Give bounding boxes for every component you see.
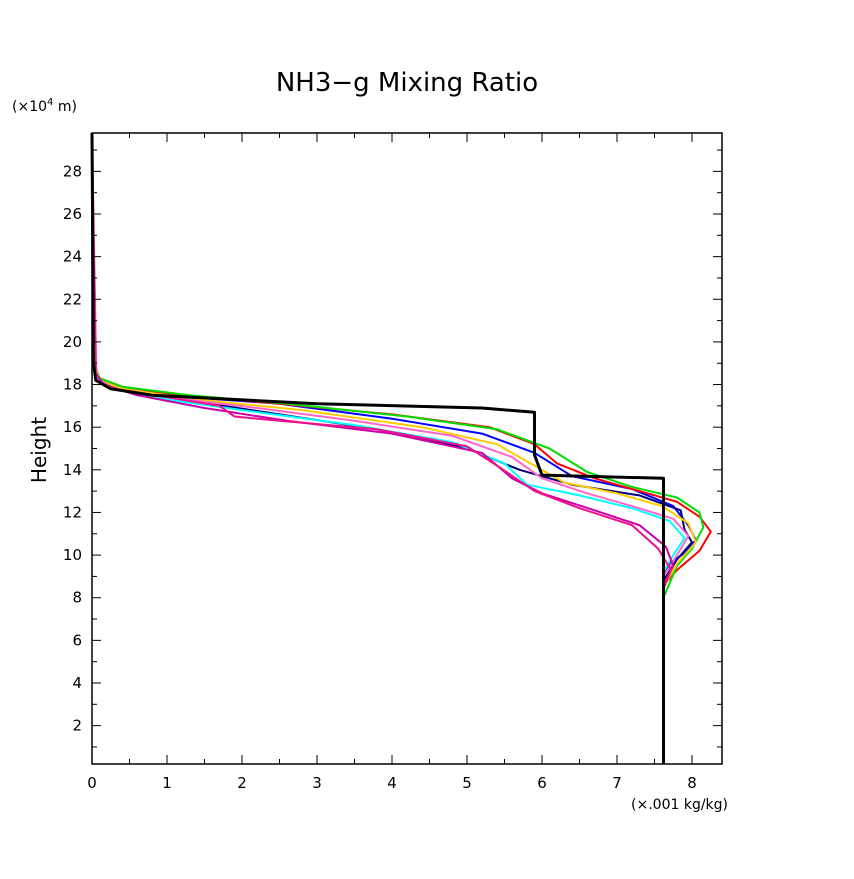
y-axis-unit-suffix: m) [53, 99, 77, 115]
series-line [91, 132, 712, 764]
y-tick-label: 4 [72, 674, 82, 692]
series-line [91, 132, 672, 764]
y-tick-label: 26 [63, 205, 82, 223]
x-tick-label: 4 [387, 774, 397, 792]
y-tick-label: 8 [72, 589, 82, 607]
series-line [91, 132, 697, 764]
y-tick-label: 24 [63, 248, 82, 266]
y-tick-label: 2 [72, 717, 82, 735]
x-tick-label: 0 [87, 774, 97, 792]
x-tick-label: 6 [537, 774, 547, 792]
series-line [91, 132, 693, 764]
series-line [91, 132, 675, 764]
chart-title: NH3−g Mixing Ratio [276, 68, 538, 98]
y-tick-label: 10 [63, 546, 82, 564]
plot-frame [91, 132, 723, 765]
x-tick-label: 7 [612, 774, 622, 792]
x-tick-label: 5 [462, 774, 472, 792]
y-axis-unit-exponent: 4 [47, 97, 53, 108]
series-line [91, 132, 697, 764]
y-axis-unit-prefix: (×10 [12, 99, 47, 115]
y-axis-label: Height [27, 417, 51, 483]
y-tick-label: 6 [72, 631, 82, 649]
x-tick-label: 1 [162, 774, 172, 792]
x-axis-unit-label: (×.001 kg/kg) [631, 797, 728, 813]
y-tick-label: 12 [63, 503, 82, 521]
y-axis-unit-label: (×104 m) [12, 97, 77, 115]
y-tick-label: 18 [63, 376, 82, 394]
plot-series [90, 132, 712, 764]
series-line [91, 132, 690, 764]
series-line [91, 132, 705, 764]
y-tick-label: 14 [63, 461, 82, 479]
y-tick-label: 20 [63, 333, 82, 351]
axis-ticks [91, 133, 722, 764]
series-line [91, 132, 686, 764]
series-line [90, 132, 665, 764]
x-tick-label: 8 [687, 774, 697, 792]
y-tick-label: 28 [63, 162, 82, 180]
x-tick-label: 3 [312, 774, 322, 792]
y-tick-label: 22 [63, 290, 82, 308]
y-tick-label: 16 [63, 418, 82, 436]
x-tick-label: 2 [237, 774, 247, 792]
